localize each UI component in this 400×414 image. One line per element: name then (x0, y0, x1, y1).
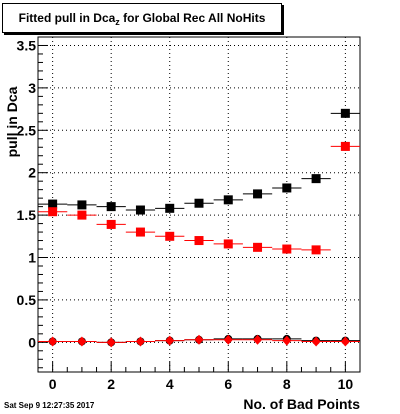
data-point (311, 245, 321, 255)
data-point (223, 334, 233, 345)
x-tick-label: 6 (224, 376, 232, 392)
data-point (253, 334, 263, 345)
y-tick-label: 0.5 (17, 292, 37, 308)
data-point (194, 236, 204, 246)
data-point (77, 210, 87, 220)
title-prefix: Fitted pull in Dca (18, 11, 116, 25)
series-group (38, 141, 360, 255)
chart-title: Fitted pull in Dcaz for Global Rec All N… (3, 11, 281, 27)
y-tick-label: 2 (28, 165, 36, 181)
data-point (282, 335, 292, 346)
x-tick-label: 0 (49, 376, 57, 392)
data-point (135, 336, 145, 347)
data-point (253, 242, 263, 252)
data-point (311, 174, 321, 184)
title-suffix: for Global Rec All NoHits (119, 11, 266, 25)
x-tick-label: 10 (338, 376, 354, 392)
data-point (340, 141, 350, 151)
data-point (106, 202, 116, 212)
data-point (135, 205, 145, 215)
x-tick-label: 4 (166, 376, 174, 392)
series-group (38, 334, 360, 348)
data-point (77, 336, 87, 347)
chart-title-box: Fitted pull in Dcaz for Global Rec All N… (2, 3, 282, 33)
data-point (253, 189, 263, 199)
data-point (223, 239, 233, 249)
data-point (48, 207, 58, 217)
y-tick-label: 3.5 (17, 37, 37, 53)
x-tick-label: 8 (283, 376, 291, 392)
data-point (223, 195, 233, 205)
timestamp: Sat Sep 9 12:27:35 2017 (4, 401, 95, 410)
data-point (106, 219, 116, 229)
y-tick-label: 2.5 (17, 122, 37, 138)
data-point (340, 108, 350, 118)
data-point (135, 227, 145, 237)
title-subscript: z (115, 17, 120, 27)
data-point (340, 336, 350, 347)
data-point (165, 335, 175, 346)
data-point (106, 337, 116, 348)
data-point (165, 203, 175, 213)
y-tick-label: 1.5 (17, 207, 37, 223)
axis-ticks (37, 36, 361, 372)
data-point (194, 334, 204, 345)
y-axis-label: pull in Dca (4, 86, 20, 158)
y-tick-label: 1 (28, 250, 36, 266)
data-point (48, 199, 58, 209)
axis-tick-labels: 0 2 4 6 8 10 0 0.5 1 1.5 2 2.5 3 3.5 (17, 37, 354, 392)
y-tick-label: 0 (28, 334, 36, 350)
data-point (77, 200, 87, 210)
data-series (38, 108, 360, 348)
x-tick-label: 2 (107, 376, 115, 392)
grid-lines (38, 37, 360, 372)
series-group (38, 108, 360, 215)
data-point (165, 231, 175, 241)
x-axis-label: No. of Bad Points (243, 396, 360, 412)
y-tick-label: 3 (28, 80, 36, 96)
data-point (48, 336, 58, 347)
data-point (282, 244, 292, 254)
data-point (282, 183, 292, 193)
data-point (311, 336, 321, 347)
data-point (194, 198, 204, 208)
